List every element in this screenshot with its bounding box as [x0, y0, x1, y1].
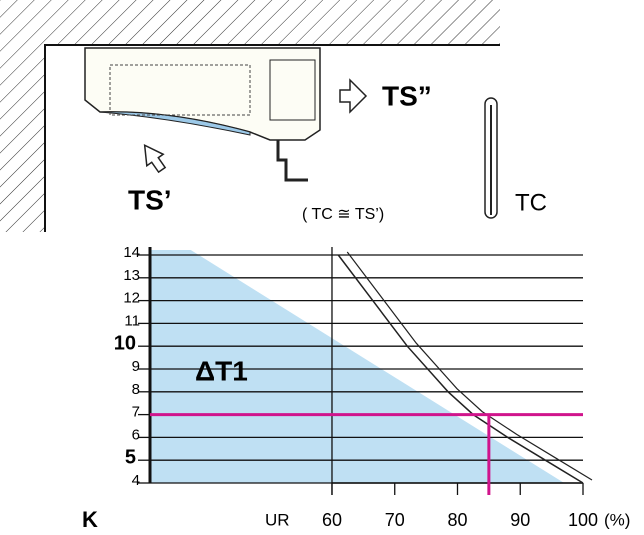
- x-tick-label: 90: [510, 510, 530, 530]
- y-tick-label: 13: [123, 267, 140, 284]
- y-tick-label: 4: [132, 472, 140, 489]
- unit-outlet: [99, 111, 251, 136]
- label-relation: ( TC ≅ TS’): [302, 206, 384, 223]
- x-tick-label: 60: [322, 510, 342, 530]
- annotation: ΔT1: [195, 355, 248, 386]
- y-tick-label: 12: [123, 290, 140, 307]
- x-label: UR: [265, 510, 290, 529]
- area: [150, 250, 565, 483]
- arrow-out: [339, 78, 368, 114]
- drain: [276, 140, 308, 182]
- y-tick-label: 8: [132, 381, 140, 398]
- label-inlet: TS’: [128, 184, 172, 215]
- unit-panel: [269, 59, 316, 121]
- wall: [0, 0, 500, 232]
- chart: 4 5 6 7 8 9 10 11 12 13 14 60 70 80 90 100 ΔT1 K UR (%): [82, 244, 630, 532]
- label-outlet: TS”: [382, 80, 432, 111]
- y-tick-label: 14: [123, 244, 140, 261]
- y-label: K: [82, 507, 98, 532]
- y-tick-label: 10: [114, 332, 136, 354]
- x-tick-label: 70: [385, 510, 405, 530]
- unit-inner: [109, 64, 251, 116]
- y-tick-label: 7: [132, 404, 140, 421]
- x-tick-label: 80: [447, 510, 467, 530]
- illustration: TS” TS’ ( TC ≅ TS’) TC: [0, 0, 547, 232]
- arrow-in: [143, 143, 167, 174]
- x-unit: (%): [604, 510, 630, 529]
- curve-inner: [346, 251, 593, 481]
- curve: [337, 254, 584, 484]
- y-tick-label: 6: [132, 426, 140, 443]
- y-tick-label: 11: [124, 312, 140, 329]
- wall-edge: [44, 44, 500, 232]
- x-tick-label: 100: [568, 510, 598, 530]
- label-thermometer: TC: [515, 189, 547, 216]
- y-tick-label: 9: [132, 358, 140, 375]
- y-tick-label: 5: [125, 446, 136, 468]
